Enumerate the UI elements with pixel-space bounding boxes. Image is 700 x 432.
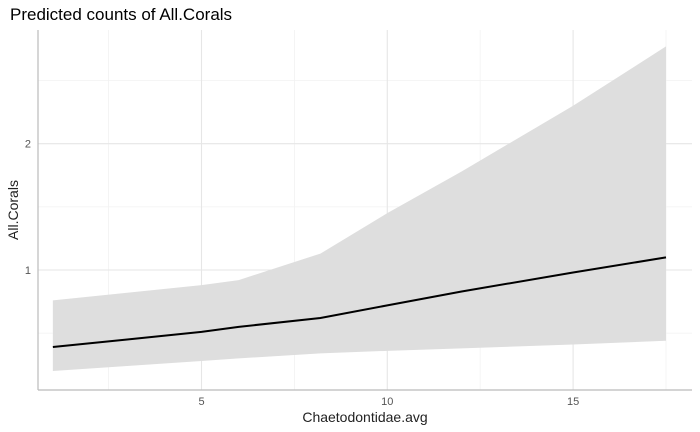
x-tick-label: 5 [198, 396, 204, 408]
y-tick-label: 2 [25, 139, 31, 151]
y-axis-label: All.Corals [5, 180, 21, 240]
predicted-line [52, 256, 667, 349]
chart-title: Predicted counts of All.Corals [10, 5, 232, 24]
y-tick-label: 1 [25, 265, 31, 277]
x-axis-label: Chaetodontidae.avg [302, 409, 427, 425]
confidence-band [52, 46, 666, 372]
x-tick-label: 10 [381, 396, 393, 408]
x-tick-label: 15 [567, 396, 579, 408]
plot-area: 5 10 15 1 2 [25, 30, 692, 408]
